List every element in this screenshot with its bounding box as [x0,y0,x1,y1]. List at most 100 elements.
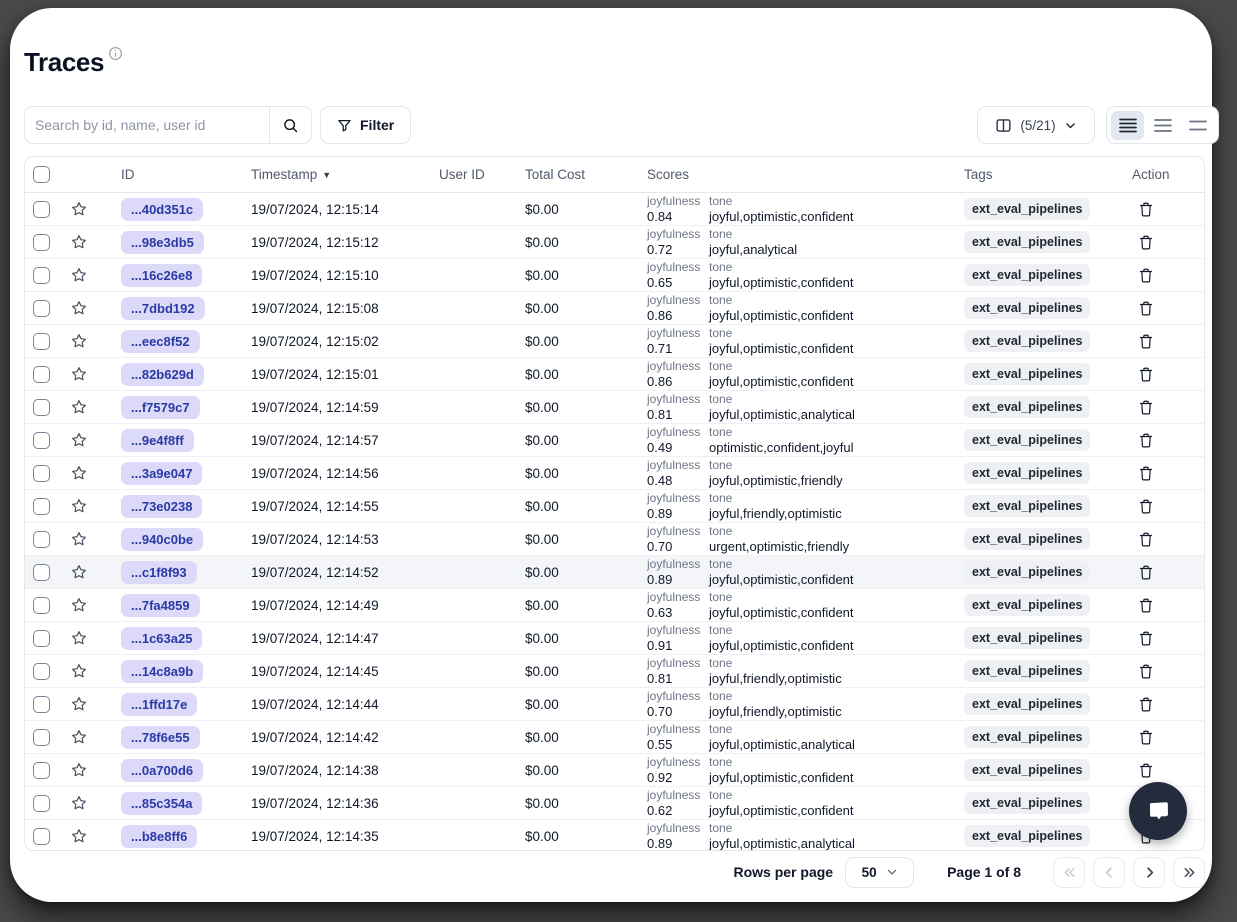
row-checkbox[interactable] [33,200,50,218]
header-tags[interactable]: Tags [964,167,993,182]
bookmark-star-button[interactable] [70,695,88,713]
delete-trace-button[interactable] [1138,729,1154,746]
row-checkbox[interactable] [33,266,50,284]
select-all-checkbox[interactable] [33,166,50,183]
tag-badge[interactable]: ext_eval_pipelines [964,726,1091,748]
header-timestamp[interactable]: Timestamp ▼ [241,167,431,182]
density-compact-button[interactable] [1111,110,1144,140]
bookmark-star-button[interactable] [70,629,88,647]
tag-badge[interactable]: ext_eval_pipelines [964,693,1091,715]
trace-id-link[interactable]: ...1ffd17e [121,692,198,716]
bookmark-star-button[interactable] [70,365,88,383]
tag-badge[interactable]: ext_eval_pipelines [964,495,1091,517]
trace-id-link[interactable]: ...9e4f8ff [121,428,194,452]
table-row[interactable]: ...82b629d 19/07/2024, 12:15:01 $0.00 jo… [25,358,1204,391]
header-id[interactable]: ID [121,167,135,182]
filter-button[interactable]: Filter [320,106,412,144]
last-page-button[interactable] [1173,856,1205,888]
tag-badge[interactable]: ext_eval_pipelines [964,297,1091,319]
row-checkbox[interactable] [33,497,50,515]
tag-badge[interactable]: ext_eval_pipelines [964,792,1091,814]
trace-id-link[interactable]: ...82b629d [121,362,204,386]
delete-trace-button[interactable] [1138,333,1154,350]
bookmark-star-button[interactable] [70,233,88,251]
table-row[interactable]: ...1c63a25 19/07/2024, 12:14:47 $0.00 jo… [25,622,1204,655]
delete-trace-button[interactable] [1138,630,1154,647]
chat-fab-button[interactable] [1129,782,1187,840]
row-checkbox[interactable] [33,299,50,317]
tag-badge[interactable]: ext_eval_pipelines [964,363,1091,385]
table-row[interactable]: ...1ffd17e 19/07/2024, 12:14:44 $0.00 jo… [25,688,1204,721]
trace-id-link[interactable]: ...16c26e8 [121,263,203,287]
table-row[interactable]: ...b8e8ff6 19/07/2024, 12:14:35 $0.00 jo… [25,820,1204,850]
table-row[interactable]: ...98e3db5 19/07/2024, 12:15:12 $0.00 jo… [25,226,1204,259]
bookmark-star-button[interactable] [70,662,88,680]
row-checkbox[interactable] [33,530,50,548]
delete-trace-button[interactable] [1138,696,1154,713]
table-row[interactable]: ...40d351c 19/07/2024, 12:15:14 $0.00 jo… [25,193,1204,226]
delete-trace-button[interactable] [1138,498,1154,515]
delete-trace-button[interactable] [1138,432,1154,449]
row-checkbox[interactable] [33,662,50,680]
trace-id-link[interactable]: ...eec8f52 [121,329,200,353]
tag-badge[interactable]: ext_eval_pipelines [964,528,1091,550]
table-row[interactable]: ...14c8a9b 19/07/2024, 12:14:45 $0.00 jo… [25,655,1204,688]
tag-badge[interactable]: ext_eval_pipelines [964,264,1091,286]
bookmark-star-button[interactable] [70,464,88,482]
tag-badge[interactable]: ext_eval_pipelines [964,330,1091,352]
tag-badge[interactable]: ext_eval_pipelines [964,594,1091,616]
row-checkbox[interactable] [33,629,50,647]
trace-id-link[interactable]: ...40d351c [121,197,204,221]
bookmark-star-button[interactable] [70,728,88,746]
search-button[interactable] [270,107,311,143]
row-checkbox[interactable] [33,827,50,845]
delete-trace-button[interactable] [1138,300,1154,317]
trace-id-link[interactable]: ...3a9e047 [121,461,203,485]
tag-badge[interactable]: ext_eval_pipelines [964,759,1091,781]
bookmark-star-button[interactable] [70,530,88,548]
row-checkbox[interactable] [33,695,50,713]
trace-id-link[interactable]: ...1c63a25 [121,626,203,650]
row-checkbox[interactable] [33,563,50,581]
density-tall-button[interactable] [1181,111,1214,140]
trace-id-link[interactable]: ...78f6e55 [121,725,200,749]
row-checkbox[interactable] [33,728,50,746]
trace-id-link[interactable]: ...940c0be [121,527,204,551]
table-row[interactable]: ...3a9e047 19/07/2024, 12:14:56 $0.00 jo… [25,457,1204,490]
row-checkbox[interactable] [33,398,50,416]
trace-id-link[interactable]: ...c1f8f93 [121,560,197,584]
trace-id-link[interactable]: ...b8e8ff6 [121,824,198,848]
table-row[interactable]: ...85c354a 19/07/2024, 12:14:36 $0.00 jo… [25,787,1204,820]
table-row[interactable]: ...f7579c7 19/07/2024, 12:14:59 $0.00 jo… [25,391,1204,424]
bookmark-star-button[interactable] [70,497,88,515]
delete-trace-button[interactable] [1138,399,1154,416]
table-row[interactable]: ...9e4f8ff 19/07/2024, 12:14:57 $0.00 jo… [25,424,1204,457]
bookmark-star-button[interactable] [70,827,88,845]
tag-badge[interactable]: ext_eval_pipelines [964,231,1091,253]
table-row[interactable]: ...7fa4859 19/07/2024, 12:14:49 $0.00 jo… [25,589,1204,622]
first-page-button[interactable] [1053,856,1085,888]
trace-id-link[interactable]: ...73e0238 [121,494,203,518]
tag-badge[interactable]: ext_eval_pipelines [964,198,1091,220]
tag-badge[interactable]: ext_eval_pipelines [964,462,1091,484]
bookmark-star-button[interactable] [70,761,88,779]
bookmark-star-button[interactable] [70,563,88,581]
delete-trace-button[interactable] [1138,531,1154,548]
row-checkbox[interactable] [33,596,50,614]
table-row[interactable]: ...7dbd192 19/07/2024, 12:15:08 $0.00 jo… [25,292,1204,325]
table-row[interactable]: ...eec8f52 19/07/2024, 12:15:02 $0.00 jo… [25,325,1204,358]
bookmark-star-button[interactable] [70,431,88,449]
trace-id-link[interactable]: ...7dbd192 [121,296,205,320]
tag-badge[interactable]: ext_eval_pipelines [964,561,1091,583]
column-visibility-button[interactable]: (5/21) [977,106,1095,144]
table-row[interactable]: ...940c0be 19/07/2024, 12:14:53 $0.00 jo… [25,523,1204,556]
trace-id-link[interactable]: ...85c354a [121,791,203,815]
delete-trace-button[interactable] [1138,366,1154,383]
bookmark-star-button[interactable] [70,332,88,350]
delete-trace-button[interactable] [1138,564,1154,581]
row-checkbox[interactable] [33,794,50,812]
density-medium-button[interactable] [1146,111,1179,140]
header-total-cost[interactable]: Total Cost [525,167,586,182]
bookmark-star-button[interactable] [70,200,88,218]
table-row[interactable]: ...78f6e55 19/07/2024, 12:14:42 $0.00 jo… [25,721,1204,754]
